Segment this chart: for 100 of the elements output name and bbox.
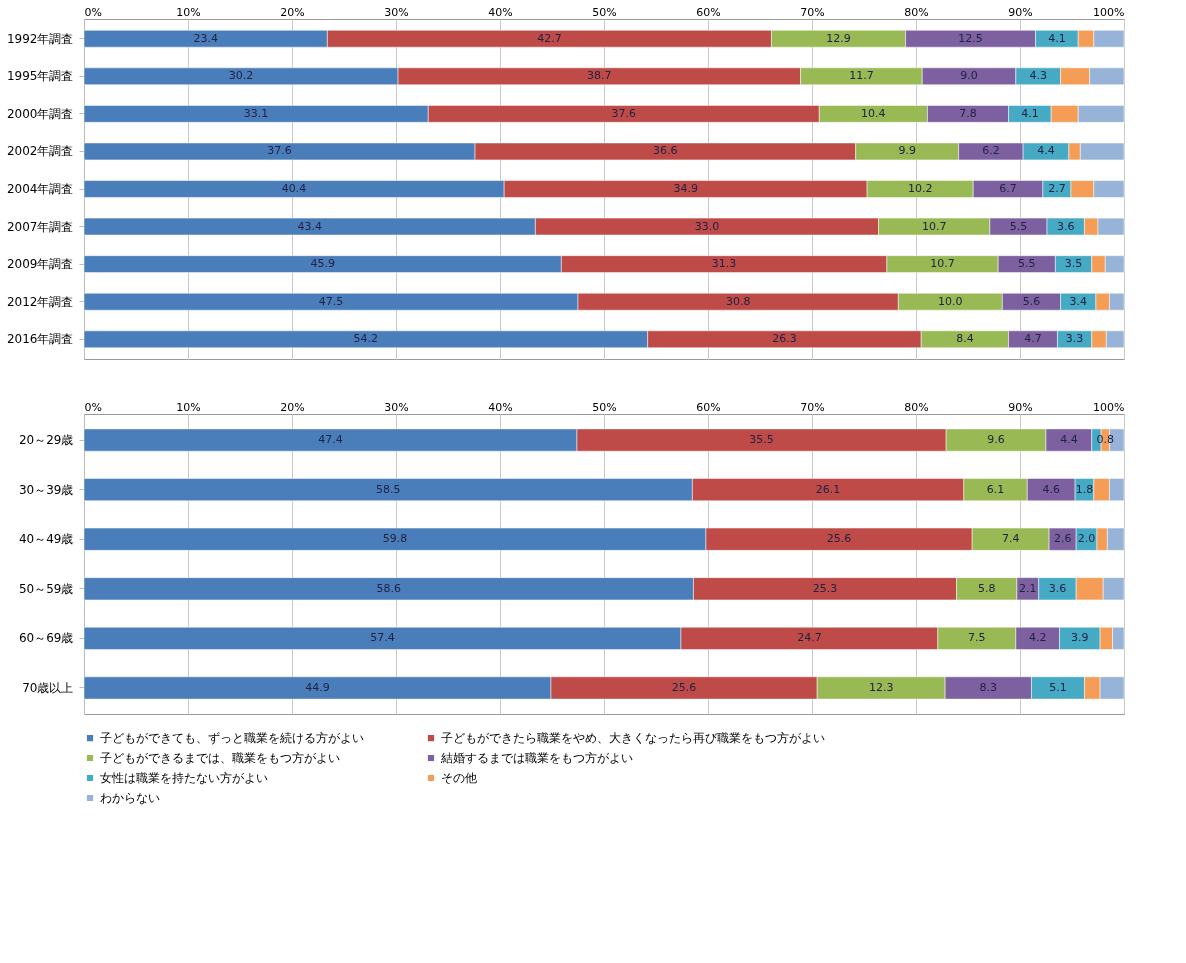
data-label: 5.5 xyxy=(1018,257,1036,271)
data-label: 40.4 xyxy=(281,182,307,195)
x-tick-label: 90% xyxy=(1008,400,1033,414)
x-tick-label: 80% xyxy=(904,400,929,414)
data-label: 6.1 xyxy=(986,482,1005,496)
data-label: 4.4 xyxy=(1060,433,1078,447)
data-label: 31.3 xyxy=(711,257,737,271)
data-label: 2.7 xyxy=(1048,182,1066,195)
data-label: 42.7 xyxy=(537,31,562,45)
data-label: 3.9 xyxy=(1071,631,1089,645)
data-label: 58.5 xyxy=(375,482,401,496)
x-tick-label: 50% xyxy=(592,5,617,19)
data-label: 37.6 xyxy=(611,106,637,120)
x-tick-label: 30% xyxy=(384,5,409,19)
data-label: 45.9 xyxy=(310,257,335,271)
y-tick-label: 1992年調査 xyxy=(6,31,74,46)
y-tick-label: 50～59歳 xyxy=(18,581,74,596)
data-label: 9.0 xyxy=(960,69,978,83)
x-tick-label: 100% xyxy=(1093,5,1125,19)
data-label: 8.4 xyxy=(956,332,974,346)
data-label: 38.7 xyxy=(587,69,612,83)
data-label: 6.2 xyxy=(982,144,1000,158)
x-tick-label: 50% xyxy=(592,400,617,414)
data-label: 36.6 xyxy=(653,144,678,158)
data-label: 4.1 xyxy=(1048,31,1066,45)
data-label: 4.3 xyxy=(1029,69,1047,83)
data-label: 12.5 xyxy=(958,31,983,45)
legend-label: 結婚するまでは職業をもつ方がよい xyxy=(440,751,633,765)
legend-label: 子どもができるまでは、職業をもつ方がよい xyxy=(100,751,340,765)
x-tick-label: 20% xyxy=(280,5,305,19)
data-label: 37.6 xyxy=(267,144,292,158)
data-label: 33.0 xyxy=(694,219,720,233)
data-label: 9.6 xyxy=(987,433,1005,447)
y-tick-label: 40～49歳 xyxy=(18,532,74,547)
data-label: 47.5 xyxy=(318,294,344,308)
x-tick-label: 0% xyxy=(84,5,102,19)
y-tick-label: 2002年調査 xyxy=(6,144,74,159)
data-label: 44.9 xyxy=(305,680,330,694)
x-tick-label: 90% xyxy=(1008,5,1033,19)
y-tick-label: 1995年調査 xyxy=(6,69,74,84)
data-label: 26.1 xyxy=(815,482,841,496)
data-label: 7.5 xyxy=(968,631,986,645)
data-label: 25.3 xyxy=(812,581,838,595)
data-label: 10.2 xyxy=(907,182,933,195)
data-label: 3.3 xyxy=(1065,332,1084,346)
data-label: 3.4 xyxy=(1069,294,1087,308)
x-tick-label: 0% xyxy=(84,400,102,414)
x-tick-label: 60% xyxy=(696,400,721,414)
data-label: 4.7 xyxy=(1024,332,1042,346)
data-label: 25.6 xyxy=(671,680,697,694)
data-label: 11.7 xyxy=(849,69,874,83)
legend-label: 子どもができても、ずっと職業を続ける方がよい xyxy=(100,731,364,746)
data-label: 3.6 xyxy=(1048,581,1067,595)
data-label: 47.4 xyxy=(318,433,343,447)
data-label: 7.8 xyxy=(959,106,977,120)
x-tick-label: 60% xyxy=(696,5,721,19)
y-tick-label: 60～69歳 xyxy=(18,631,74,646)
data-label: 10.0 xyxy=(938,294,963,308)
data-label: 2.1 xyxy=(1019,581,1037,595)
data-label: 4.6 xyxy=(1042,482,1060,496)
y-tick-label: 2007年調査 xyxy=(6,219,74,234)
data-label: 2.0 xyxy=(1077,532,1096,546)
data-label: 10.7 xyxy=(921,219,947,233)
data-label: 5.8 xyxy=(977,581,996,595)
legend-label: その他 xyxy=(441,771,477,785)
legend-label: 子どもができたら職業をやめ、大きくなったら再び職業をもつ方がよい xyxy=(441,731,825,746)
data-label: 4.1 xyxy=(1021,106,1039,120)
data-label: 24.7 xyxy=(797,631,822,645)
data-label: 3.6 xyxy=(1057,219,1075,233)
data-label: 3.5 xyxy=(1064,257,1083,271)
data-label: 59.8 xyxy=(382,532,408,546)
x-tick-label: 70% xyxy=(800,400,825,414)
data-label: 8.3 xyxy=(979,680,998,694)
data-label: 5.5 xyxy=(1009,219,1028,233)
data-label: 43.4 xyxy=(297,219,322,233)
data-label: 2.6 xyxy=(1053,532,1072,546)
data-label: 54.2 xyxy=(353,332,379,346)
x-tick-label: 40% xyxy=(488,400,513,414)
data-label: 12.3 xyxy=(868,680,894,694)
y-tick-label: 70歳以上 xyxy=(22,680,74,695)
y-tick-label: 2009年調査 xyxy=(6,257,74,272)
x-tick-label: 100% xyxy=(1093,400,1125,414)
x-tick-label: 10% xyxy=(176,5,201,19)
data-label: 35.5 xyxy=(749,433,774,447)
data-label: 7.4 xyxy=(1001,532,1020,546)
data-label: 58.6 xyxy=(376,581,401,595)
data-label: 23.4 xyxy=(193,31,218,45)
data-label: 34.9 xyxy=(673,182,698,195)
data-label: 10.4 xyxy=(861,106,886,120)
legend-label: わからない xyxy=(100,791,160,805)
data-label: 30.8 xyxy=(725,294,751,308)
data-label: 25.6 xyxy=(826,532,852,546)
x-tick-label: 40% xyxy=(488,5,513,19)
data-label: 0.8 xyxy=(1096,433,1115,447)
data-label: 5.6 xyxy=(1022,294,1041,308)
y-tick-label: 2004年調査 xyxy=(6,182,74,196)
data-label: 9.9 xyxy=(898,144,916,158)
data-label: 57.4 xyxy=(370,631,395,645)
x-tick-label: 30% xyxy=(384,400,409,414)
data-label: 6.7 xyxy=(999,182,1017,195)
